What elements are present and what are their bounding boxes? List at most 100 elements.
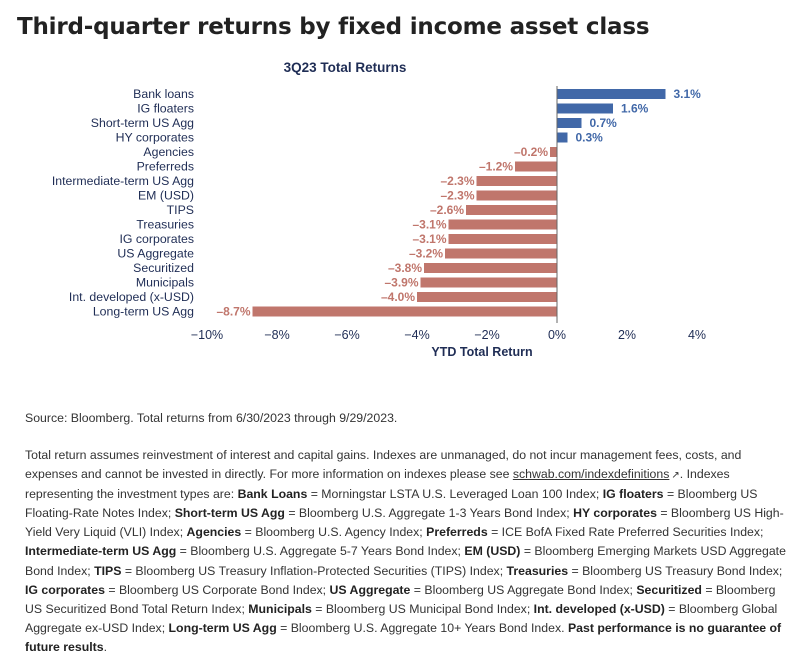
x-tick-label: −10% bbox=[191, 328, 223, 342]
data-label: 0.3% bbox=[576, 131, 604, 145]
category-label: Agencies bbox=[143, 145, 194, 159]
definition-name: US Aggregate bbox=[329, 582, 411, 597]
category-label: IG floaters bbox=[137, 102, 194, 116]
data-label: –3.8% bbox=[388, 261, 422, 275]
category-label: Int. developed (x-USD) bbox=[69, 290, 194, 304]
category-label: IG corporates bbox=[120, 232, 195, 246]
source-note: Source: Bloomberg. Total returns from 6/… bbox=[25, 411, 398, 425]
definition-text: = ICE BofA Fixed Rate Preferred Securiti… bbox=[487, 525, 764, 540]
data-label: –0.2% bbox=[514, 145, 548, 159]
definition-text: = Bloomberg US Treasury Inflation-Protec… bbox=[121, 563, 507, 578]
category-label: TIPS bbox=[167, 203, 194, 217]
data-label: 1.6% bbox=[621, 102, 649, 116]
bar bbox=[476, 176, 557, 186]
data-label: –8.7% bbox=[216, 305, 250, 319]
x-axis-label: YTD Total Return bbox=[431, 345, 532, 359]
data-label: 3.1% bbox=[674, 87, 702, 101]
data-label: –3.9% bbox=[384, 276, 418, 290]
footnote-text: Total return assumes reinvestment of int… bbox=[25, 446, 790, 657]
definition-text: = Bloomberg US Floating-Rate Notes Index… bbox=[25, 487, 758, 521]
footnote-intro: Total return assumes reinvestment of int… bbox=[25, 448, 742, 482]
definition-name: TIPS bbox=[94, 563, 122, 578]
bar bbox=[424, 263, 557, 273]
bar bbox=[420, 277, 557, 288]
definition-name: Long-term US Agg bbox=[168, 620, 277, 635]
bar bbox=[445, 248, 557, 259]
bar bbox=[515, 161, 557, 172]
definition-name: Preferreds bbox=[426, 525, 488, 540]
definition-text: = Bloomberg U.S. Aggregate 5-7 Years Bon… bbox=[176, 544, 465, 559]
bar bbox=[466, 205, 557, 215]
disclaimer: Past performance is no guarantee of futu… bbox=[25, 620, 782, 654]
definition-text: = Bloomberg US Aggregate Bond Index; bbox=[410, 582, 637, 597]
x-tick-label: −8% bbox=[264, 328, 289, 342]
definition-name: IG corporates bbox=[25, 582, 105, 597]
category-label: Bank loans bbox=[133, 87, 194, 101]
definition-name: IG floaters bbox=[602, 487, 664, 502]
bar bbox=[557, 103, 613, 114]
bar-chart: 3Q23 Total Returns Bank loans 3.1% IG float… bbox=[52, 60, 706, 359]
definition-name: EM (USD) bbox=[464, 544, 521, 559]
footnote-end: . bbox=[103, 639, 108, 654]
index-definitions: Bank Loans = Morningstar LSTA U.S. Lever… bbox=[25, 487, 786, 635]
category-label: Intermediate-term US Agg bbox=[52, 174, 194, 188]
definition-name: Agencies bbox=[186, 525, 242, 540]
definition-text: = Bloomberg Global Aggregate ex-USD Inde… bbox=[25, 601, 778, 635]
definition-name: Securitized bbox=[636, 582, 702, 597]
definition-text: = Bloomberg Emerging Markets USD Aggrega… bbox=[25, 544, 786, 578]
definition-name: Int. developed (x-USD) bbox=[533, 601, 665, 616]
data-label: –2.6% bbox=[430, 203, 464, 217]
category-label: Treasuries bbox=[136, 218, 194, 232]
category-label: Short-term US Agg bbox=[91, 116, 194, 130]
category-label: Municipals bbox=[136, 276, 194, 290]
data-label: –4.0% bbox=[381, 290, 415, 304]
category-label: Long-term US Agg bbox=[93, 305, 194, 319]
definition-name: Short-term US Agg bbox=[174, 506, 285, 521]
x-tick-label: 0% bbox=[548, 328, 566, 342]
bar bbox=[550, 147, 557, 157]
definition-text: = Bloomberg US Treasury Bond Index; bbox=[568, 563, 783, 578]
index-definitions-link[interactable]: schwab.com/indexdefinitions bbox=[512, 467, 670, 482]
bar bbox=[252, 306, 557, 317]
definition-text: = Bloomberg US Municipal Bond Index; bbox=[311, 601, 534, 616]
bar bbox=[417, 292, 557, 302]
definition-text: = Bloomberg U.S. Aggregate 1-3 Years Bon… bbox=[284, 506, 574, 521]
category-label: HY corporates bbox=[116, 131, 194, 145]
data-label: –3.2% bbox=[409, 247, 443, 261]
definition-text: = Bloomberg U.S. Agency Index; bbox=[241, 525, 427, 540]
category-label: Preferreds bbox=[137, 160, 194, 174]
definition-name: Municipals bbox=[248, 601, 312, 616]
data-label: –2.3% bbox=[440, 174, 474, 188]
data-label: –1.2% bbox=[479, 160, 513, 174]
data-label: 0.7% bbox=[590, 116, 618, 130]
data-label: –2.3% bbox=[440, 189, 474, 203]
data-label: –3.1% bbox=[412, 232, 446, 246]
definition-text: = Bloomberg US High-Yield Very Liquid (V… bbox=[25, 506, 784, 540]
bar bbox=[476, 190, 557, 201]
bar bbox=[448, 234, 557, 244]
data-label: –3.1% bbox=[412, 218, 446, 232]
x-tick-label: 4% bbox=[688, 328, 706, 342]
x-tick-label: 2% bbox=[618, 328, 636, 342]
definition-text: = Bloomberg US Corporate Bond Index; bbox=[104, 582, 330, 597]
bar bbox=[557, 118, 582, 128]
external-link-icon: ↗ bbox=[671, 470, 680, 482]
category-label: EM (USD) bbox=[138, 189, 194, 203]
x-tick-label: −6% bbox=[334, 328, 359, 342]
definition-name: Treasuries bbox=[506, 563, 569, 578]
category-label: Securitized bbox=[133, 261, 194, 275]
page-title: Third-quarter returns by fixed income as… bbox=[17, 14, 650, 40]
bar bbox=[448, 219, 557, 230]
chart-title: 3Q23 Total Returns bbox=[284, 60, 407, 75]
x-tick-label: −2% bbox=[474, 328, 499, 342]
definition-name: Bank Loans bbox=[237, 487, 308, 502]
definition-name: Intermediate-term US Agg bbox=[25, 544, 177, 559]
x-tick-label: −4% bbox=[404, 328, 429, 342]
definition-text: = Bloomberg U.S. Aggregate 10+ Years Bon… bbox=[276, 620, 568, 635]
footnote-intro-2: . Indexes representing the investment ty… bbox=[25, 467, 730, 502]
definition-text: = Morningstar LSTA U.S. Leveraged Loan 1… bbox=[307, 487, 603, 502]
bar bbox=[557, 89, 666, 99]
bar bbox=[557, 132, 568, 143]
definition-name: HY corporates bbox=[573, 506, 657, 521]
definition-text: = Bloomberg US Securitized Bond Total Re… bbox=[25, 582, 776, 616]
